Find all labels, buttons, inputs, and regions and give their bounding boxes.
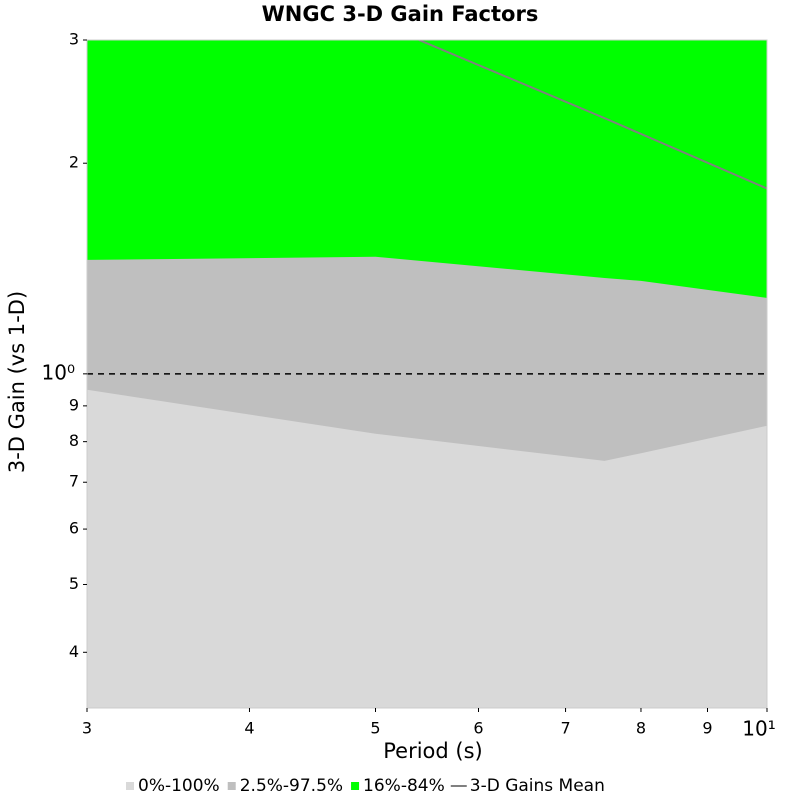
legend-label: 2.5%-97.5% <box>240 776 343 796</box>
band <box>87 40 767 298</box>
legend-label: 0%-100% <box>138 776 220 796</box>
y-tick-label: 3 <box>69 30 79 49</box>
legend-label: 3-D Gains Mean <box>470 776 605 796</box>
legend-label: 16%-84% <box>363 776 445 796</box>
x-tick-label: 9 <box>702 719 712 738</box>
x-axis-label: Period (s) <box>383 739 482 763</box>
y-tick-label: 10⁰ <box>42 360 75 384</box>
x-tick-label: 4 <box>244 719 254 738</box>
legend: 0%-100% 2.5%-97.5% 16%-84% 3-D Gains Mean <box>126 776 605 796</box>
y-tick-label: 2 <box>69 153 79 172</box>
x-tick-label: 6 <box>473 719 483 738</box>
x-tick-label: 8 <box>636 719 646 738</box>
x-tick-label: 7 <box>560 719 570 738</box>
x-tick-label: 3 <box>82 719 92 738</box>
y-tick-label: 9 <box>69 395 79 414</box>
y-tick-label: 6 <box>69 519 79 538</box>
x-tick-label: 5 <box>370 719 380 738</box>
y-tick-label: 8 <box>69 431 79 450</box>
mean-line <box>418 40 767 190</box>
axes: 3 4 5 6 7 8 9 10¹ 3 2 10⁰ 9 8 7 6 5 4 <box>42 30 776 741</box>
legend-swatch <box>126 782 134 790</box>
y-tick-label: 7 <box>69 472 79 491</box>
chart-title: WNGC 3-D Gain Factors <box>262 2 539 26</box>
legend-swatch <box>227 782 236 790</box>
legend-swatch <box>351 782 360 790</box>
plot-area <box>87 40 767 708</box>
x-tick-label: 10¹ <box>742 717 775 741</box>
y-tick-label: 4 <box>69 642 79 661</box>
y-axis-label: 3-D Gain (vs 1-D) <box>5 291 29 473</box>
y-tick-label: 5 <box>69 574 79 593</box>
